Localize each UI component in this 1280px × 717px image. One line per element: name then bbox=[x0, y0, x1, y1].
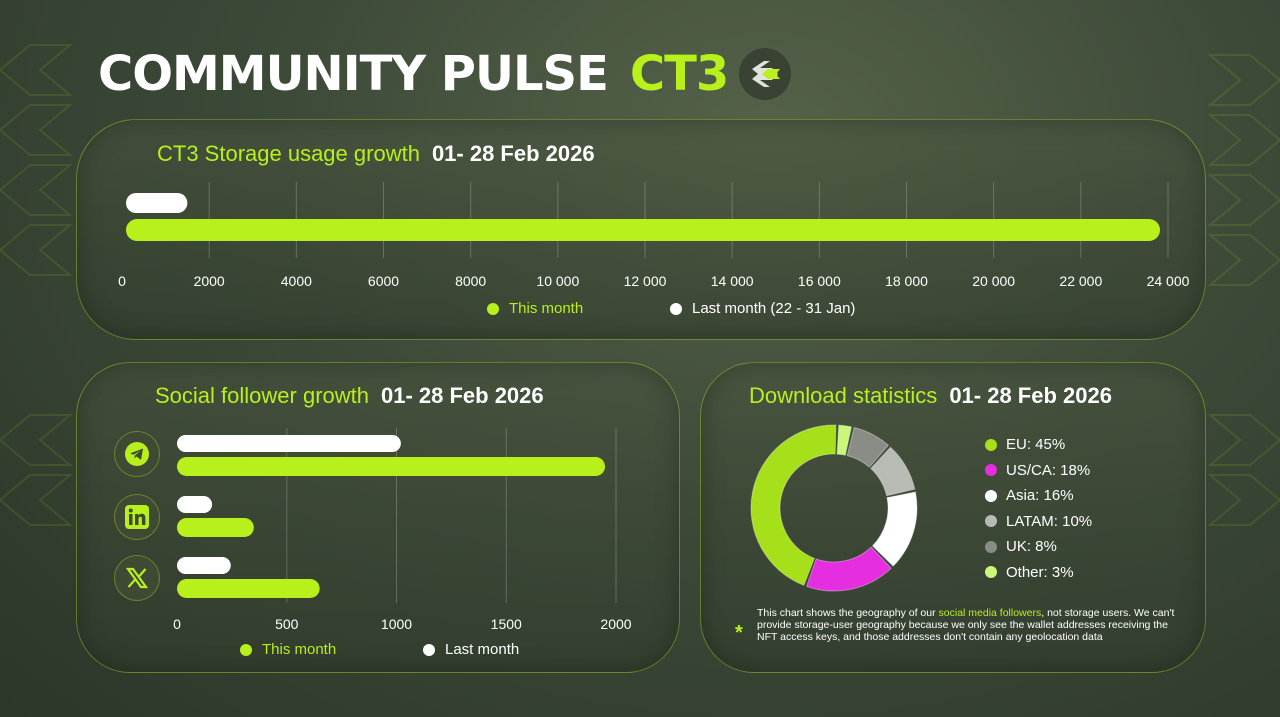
downloads-legend: EU: 45% US/CA: 18% Asia: 16% LATAM: 10% UK: … bbox=[985, 432, 1092, 585]
x-tick-label: 20 000 bbox=[972, 273, 1015, 289]
legend-dot bbox=[985, 566, 997, 579]
x-tick-label: 16 000 bbox=[798, 273, 841, 289]
linkedin-icon bbox=[114, 494, 160, 540]
x-tick-label: 18 000 bbox=[885, 273, 928, 289]
bar-last-month-x bbox=[177, 557, 231, 574]
legend-dot bbox=[985, 540, 997, 553]
telegram-icon bbox=[114, 431, 160, 477]
storage-legend-last-month: Last month (22 - 31 Jan) bbox=[670, 300, 855, 317]
downloads-panel bbox=[700, 362, 1206, 673]
footnote-link: social media followers bbox=[938, 607, 1042, 619]
x-tick-label: 24 000 bbox=[1147, 273, 1190, 289]
slice-eu bbox=[750, 424, 837, 586]
footnote-asterisk: * bbox=[735, 622, 743, 644]
bar-last-month-linkedin bbox=[177, 496, 213, 513]
footnote-text-end: , not storage users. We can't provide st… bbox=[757, 607, 1175, 643]
legend-label: This month bbox=[262, 641, 337, 658]
downloads-date: 01- 28 Feb 2026 bbox=[949, 383, 1112, 408]
storage-title: CT3 Storage usage growth 01- 28 Feb 2026 bbox=[157, 141, 595, 167]
legend-item-4: UK: 8% bbox=[985, 534, 1092, 560]
slice-latam bbox=[870, 446, 916, 497]
slice-other bbox=[836, 424, 852, 456]
x-tick-label: 500 bbox=[275, 616, 299, 632]
bar-this-month bbox=[126, 219, 1160, 241]
bar-this-month-telegram bbox=[177, 457, 606, 476]
legend-label: Asia: 16% bbox=[1006, 487, 1074, 505]
downloads-footnote: This chart shows the geography of our so… bbox=[757, 607, 1182, 643]
storage-legend-this-month: This month bbox=[487, 300, 583, 317]
bar-this-month-x bbox=[177, 579, 320, 598]
legend-label: EU: 45% bbox=[1006, 436, 1066, 454]
legend-item-0: EU: 45% bbox=[985, 432, 1092, 458]
x-tick-label: 8000 bbox=[455, 273, 486, 289]
legend-dot-last-month bbox=[423, 643, 435, 656]
ct3-logo-icon bbox=[739, 48, 792, 100]
x-tick-label: 1500 bbox=[491, 616, 522, 632]
downloads-title: Download statistics 01- 28 Feb 2026 bbox=[749, 383, 1112, 409]
legend-label: LATAM: 10% bbox=[1006, 512, 1093, 530]
slice-asia bbox=[871, 491, 918, 567]
legend-label: US/CA: 18% bbox=[1006, 461, 1091, 479]
legend-item-2: Asia: 16% bbox=[985, 483, 1092, 509]
x-tick-label: 12 000 bbox=[624, 273, 667, 289]
social-legend-this-month: This month bbox=[240, 641, 336, 658]
legend-item-3: LATAM: 10% bbox=[985, 509, 1092, 535]
x-tick-label: 0 bbox=[118, 273, 126, 289]
social-panel bbox=[76, 362, 680, 673]
downloads-title-text: Download statistics bbox=[749, 383, 938, 408]
slice-uk bbox=[846, 426, 890, 468]
legend-dot bbox=[985, 464, 997, 477]
x-tick-label: 1000 bbox=[381, 616, 412, 632]
legend-label: Last month bbox=[445, 641, 520, 658]
x-tick-label: 22 000 bbox=[1059, 273, 1102, 289]
x-tick-label: 2000 bbox=[600, 616, 631, 632]
x-tick-label: 10 000 bbox=[536, 273, 579, 289]
social-title: Social follower growth 01- 28 Feb 2026 bbox=[155, 383, 544, 409]
x-tick-label: 0 bbox=[173, 616, 181, 632]
x-tick-label: 14 000 bbox=[711, 273, 754, 289]
bar-last-month bbox=[126, 193, 188, 213]
legend-dot-last-month bbox=[670, 302, 682, 315]
social-title-text: Social follower growth bbox=[155, 383, 369, 408]
bar-last-month-telegram bbox=[177, 435, 401, 452]
x-tick-label: 2000 bbox=[194, 273, 225, 289]
legend-item-5: Other: 3% bbox=[985, 560, 1092, 586]
x-tick-label: 6000 bbox=[368, 273, 399, 289]
bar-this-month-linkedin bbox=[177, 518, 254, 537]
storage-date: 01- 28 Feb 2026 bbox=[431, 141, 595, 166]
brand-name: CT3 bbox=[629, 46, 729, 102]
x-icon bbox=[114, 555, 160, 601]
storage-title-text: CT3 Storage usage growth bbox=[157, 141, 420, 166]
legend-dot-this-month bbox=[487, 302, 499, 315]
social-date: 01- 28 Feb 2026 bbox=[380, 383, 544, 408]
legend-label: UK: 8% bbox=[1006, 538, 1057, 556]
legend-label: This month bbox=[509, 300, 584, 317]
x-tick-label: 4000 bbox=[281, 273, 312, 289]
legend-dot bbox=[985, 438, 997, 451]
page-title: COMMUNITY PULSE bbox=[98, 46, 609, 102]
legend-item-1: US/CA: 18% bbox=[985, 458, 1092, 484]
slice-us-ca bbox=[805, 546, 892, 592]
donut-chart bbox=[750, 424, 918, 592]
legend-dot bbox=[985, 515, 997, 528]
legend-label: Last month (22 - 31 Jan) bbox=[692, 300, 856, 317]
legend-dot-this-month bbox=[240, 643, 252, 656]
social-legend-last-month: Last month bbox=[423, 641, 519, 658]
page-header: COMMUNITY PULSE CT3 bbox=[98, 44, 792, 104]
footnote-text: This chart shows the geography of our bbox=[757, 607, 939, 619]
legend-label: Other: 3% bbox=[1006, 563, 1074, 581]
legend-dot bbox=[985, 489, 997, 502]
